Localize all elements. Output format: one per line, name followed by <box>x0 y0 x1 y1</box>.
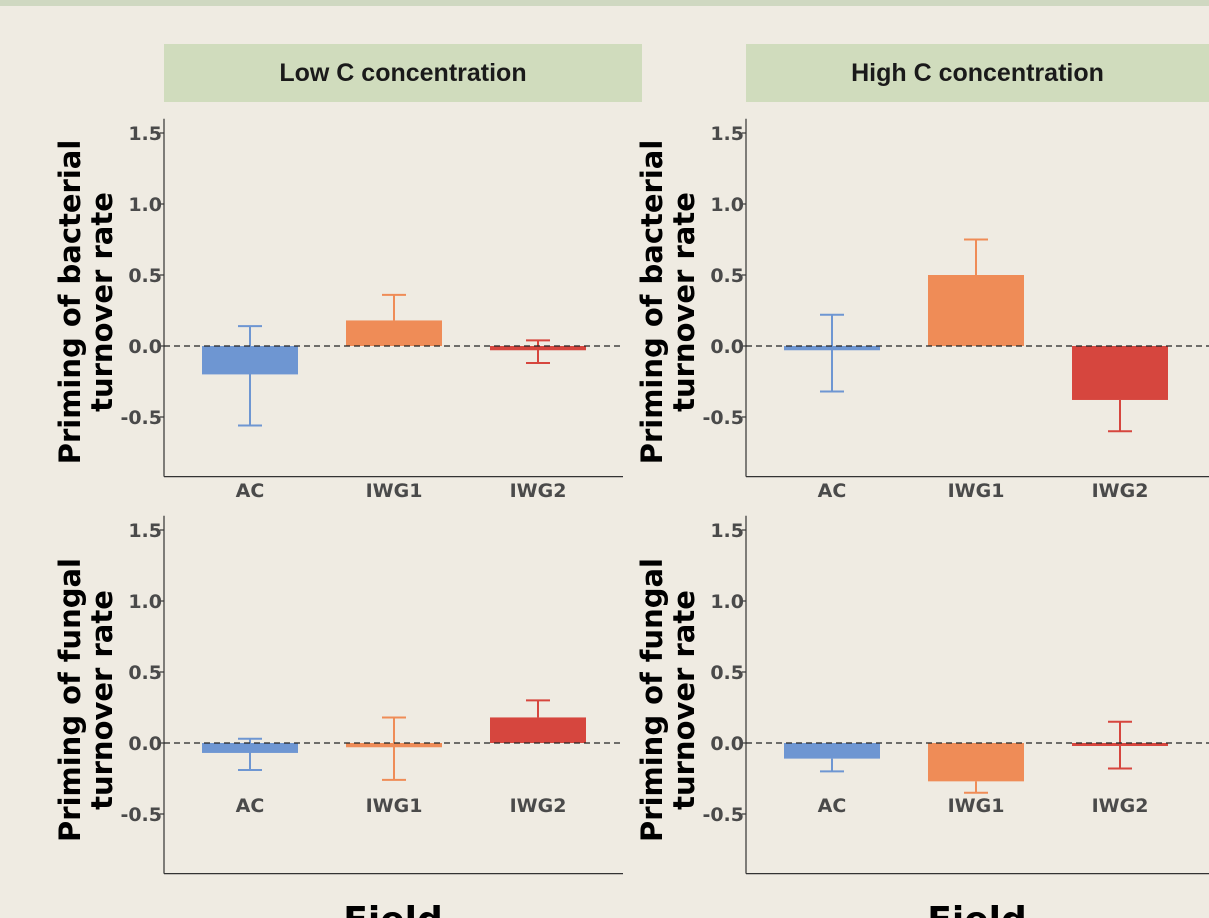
x-tick-label-fungal-high-AC: AC <box>818 795 847 817</box>
x-axis-label-left: Field <box>343 900 442 918</box>
x-tick-label-fungal-high-IWG1: IWG1 <box>948 795 1005 817</box>
y-tick-label-fungal-low: 1.0 <box>128 591 162 613</box>
y-tick-label-fungal-high: 1.5 <box>710 520 744 542</box>
y-tick-label-bacterial-high: 0.5 <box>710 265 744 287</box>
y-axis-label-fungal-line2-right: turnover rate <box>667 590 701 810</box>
y-tick-label-fungal-high: -0.5 <box>702 804 744 826</box>
y-tick-label-bacterial-high: -0.5 <box>702 407 744 429</box>
y-axis-label-bacterial-line2: turnover rate <box>85 192 119 412</box>
y-tick-label-fungal-high: 0.5 <box>710 662 744 684</box>
y-tick-label-fungal-high: 1.0 <box>710 591 744 613</box>
y-tick-label-fungal-low: 1.5 <box>128 520 162 542</box>
y-tick-label-bacterial-high: 0.0 <box>710 336 744 358</box>
bar-bacterial-high-IWG1 <box>928 275 1024 346</box>
facet-strip-high-c: High C concentration <box>746 44 1209 102</box>
y-tick-label-bacterial-low: 0.0 <box>128 336 162 358</box>
x-tick-label-fungal-low-IWG1: IWG1 <box>366 795 423 817</box>
y-tick-label-bacterial-low: -0.5 <box>120 407 162 429</box>
top-border <box>0 0 1209 6</box>
y-axis-label-bacterial-line1-right: Priming of bacterial <box>635 140 669 465</box>
y-axis-label-bacterial-line2-right: turnover rate <box>667 192 701 412</box>
y-tick-label-fungal-low: 0.5 <box>128 662 162 684</box>
x-tick-label-bacterial-high-IWG2: IWG2 <box>1092 480 1149 502</box>
facet-strip-low-c: Low C concentration <box>164 44 642 102</box>
bar-fungal-high-AC <box>784 743 880 759</box>
x-tick-label-bacterial-high-IWG1: IWG1 <box>948 480 1005 502</box>
x-tick-label-bacterial-low-IWG1: IWG1 <box>366 480 423 502</box>
y-tick-label-bacterial-low: 1.5 <box>128 123 162 145</box>
x-tick-label-fungal-high-IWG2: IWG2 <box>1092 795 1149 817</box>
y-tick-label-bacterial-low: 0.5 <box>128 265 162 287</box>
x-axis-label-right: Field <box>927 900 1026 918</box>
y-axis-label-fungal-line1-right: Priming of fungal <box>635 558 669 842</box>
x-tick-label-fungal-low-IWG2: IWG2 <box>510 795 567 817</box>
y-tick-label-fungal-low: 0.0 <box>128 733 162 755</box>
bar-fungal-low-IWG2 <box>490 717 586 743</box>
y-tick-label-bacterial-low: 1.0 <box>128 194 162 216</box>
bar-bacterial-high-IWG2 <box>1072 346 1168 400</box>
y-axis-label-fungal-line2: turnover rate <box>85 590 119 810</box>
y-tick-label-fungal-low: -0.5 <box>120 804 162 826</box>
y-axis-label-fungal-line1: Priming of fungal <box>53 558 87 842</box>
x-tick-label-fungal-low-AC: AC <box>236 795 265 817</box>
y-tick-label-bacterial-high: 1.5 <box>710 123 744 145</box>
x-tick-label-bacterial-low-IWG2: IWG2 <box>510 480 567 502</box>
y-tick-label-fungal-high: 0.0 <box>710 733 744 755</box>
bar-fungal-high-IWG1 <box>928 743 1024 782</box>
y-tick-label-bacterial-high: 1.0 <box>710 194 744 216</box>
y-axis-label-bacterial-line1: Priming of bacterial <box>53 140 87 465</box>
x-tick-label-bacterial-high-AC: AC <box>818 480 847 502</box>
bar-bacterial-low-IWG1 <box>346 320 442 346</box>
x-tick-label-bacterial-low-AC: AC <box>236 480 265 502</box>
